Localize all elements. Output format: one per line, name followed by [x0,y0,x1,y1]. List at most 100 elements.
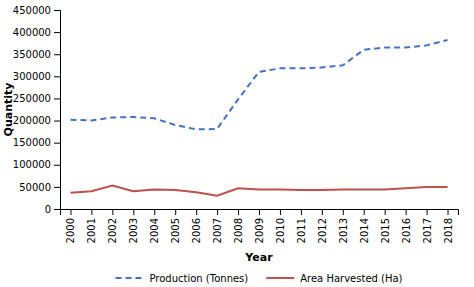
x-tick-label: 2015 [380,218,391,243]
y-tick-label: 150000 [13,137,51,148]
x-tick-label: 2009 [254,218,265,243]
x-tick-mark [238,209,239,215]
x-axis: 2000 2001 2002 2003 2004 2005 2006 2007 2008 2009… [61,209,459,243]
x-tick-mark [133,209,134,215]
x-tick-label: 2006 [191,218,202,243]
x-tick-label: 2003 [128,218,139,243]
y-tick-mark [54,209,60,210]
x-tick-mark [112,209,113,215]
series-line [70,186,447,196]
y-tick-label: 400000 [13,27,51,38]
x-tick-label: 2004 [149,218,160,243]
y-tick: 100000 [13,159,60,170]
x-tick-mark [280,209,281,215]
x-tick: 2005 [170,209,181,243]
x-tick-label: 2016 [401,218,412,243]
x-tick-label: 2002 [107,218,118,243]
x-tick: 2004 [149,209,160,243]
x-tick: 2010 [275,209,286,243]
x-tick: 2015 [380,209,391,243]
x-tick-mark [322,209,323,215]
x-tick: 2012 [317,209,328,243]
x-tick-label: 2012 [317,218,328,243]
y-tick-mark [54,165,60,166]
y-tick: 250000 [13,93,60,104]
x-tick-mark [364,209,365,215]
x-tick-mark [427,209,428,215]
x-tick: 2013 [338,209,349,243]
y-tick-mark [54,76,60,77]
x-tick: 2017 [422,209,433,243]
x-tick: 2008 [233,209,244,243]
legend-label: Area Harvested (Ha) [300,273,402,284]
y-tick: 400000 [13,27,60,38]
x-tick-label: 2017 [422,218,433,243]
x-tick-mark [196,209,197,215]
y-tick-mark [54,121,60,122]
x-tick-mark [70,209,71,215]
y-tick-mark [54,98,60,99]
y-tick: 300000 [13,71,60,82]
x-tick: 2003 [128,209,139,243]
chart: 2000 2001 2002 2003 2004 2005 2006 2007 2008 2009… [0,0,474,287]
y-tick: 200000 [13,115,60,126]
x-tick-mark [385,209,386,215]
x-tick-label: 2001 [86,218,97,243]
x-tick: 2011 [296,209,307,243]
legend-swatch [266,277,294,279]
x-tick-label: 2014 [359,218,370,243]
y-tick-label: 250000 [13,93,51,104]
y-tick: 350000 [13,49,60,60]
x-axis-line [61,210,459,216]
y-tick-label: 350000 [13,49,51,60]
y-tick-label: 100000 [13,159,51,170]
x-tick: 2000 [65,209,76,243]
x-tick-label: 2013 [338,218,349,243]
x-tick: 2016 [401,209,412,243]
y-tick-mark [54,32,60,33]
x-tick-label: 2007 [212,218,223,243]
x-tick-mark [259,209,260,215]
x-tick-mark [91,209,92,215]
y-axis-title: Quantity [2,83,15,137]
y-tick: 450000 [13,5,60,16]
y-tick-mark [54,143,60,144]
y-tick-label: 300000 [13,71,51,82]
x-axis-title: Year [244,251,273,264]
x-tick-mark [175,209,176,215]
y-tick-mark [54,187,60,188]
y-tick: 0 [45,204,60,215]
x-tick-mark [217,209,218,215]
x-tick-label: 2011 [296,218,307,243]
series-line [70,40,447,129]
y-tick: 150000 [13,137,60,148]
x-tick: 2006 [191,209,202,243]
x-tick-label: 2005 [170,218,181,243]
x-tick-label: 2008 [233,218,244,243]
y-axis: 0 50000 100000 150000 200000 250000 300000 3500… [13,5,61,215]
x-tick-label: 2010 [275,218,286,243]
x-tick-mark [343,209,344,215]
x-tick: 2009 [254,209,265,243]
x-tick-mark [448,209,449,215]
legend-item: Area Harvested (Ha) [266,273,402,284]
x-tick: 2014 [359,209,370,243]
legend-item: Production (Tonnes) [115,273,248,284]
legend-swatch [115,277,143,279]
y-tick-label: 0 [45,204,51,215]
x-tick-mark [301,209,302,215]
y-axis-line [54,11,61,210]
x-tick: 2018 [443,209,454,243]
x-tick-mark [154,209,155,215]
plot: 2000 2001 2002 2003 2004 2005 2006 2007 2008 2009… [2,5,459,264]
y-tick: 50000 [19,182,60,193]
x-tick: 2007 [212,209,223,243]
x-tick: 2001 [86,209,97,243]
legend: Production (Tonnes) Area Harvested (Ha) [115,273,402,284]
x-tick-label: 2000 [65,218,76,243]
x-tick: 2002 [107,209,118,243]
legend-label: Production (Tonnes) [149,273,248,284]
x-tick-mark [406,209,407,215]
lines [70,40,447,196]
y-tick-label: 200000 [13,115,51,126]
